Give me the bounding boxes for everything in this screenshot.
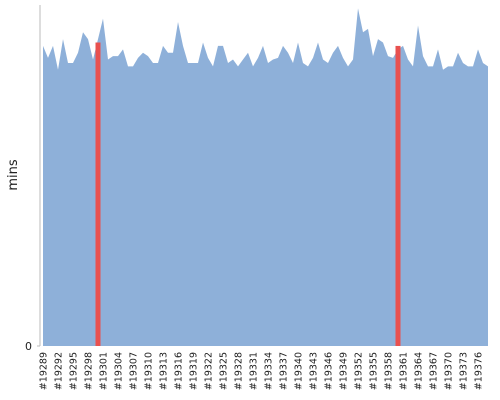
x-tick-label: #19352 (354, 352, 365, 390)
highlight-bar (395, 45, 401, 347)
x-tick-label: #19373 (459, 352, 470, 390)
x-tick-label: #19346 (324, 352, 335, 390)
x-tick-label: #19310 (144, 352, 155, 390)
x-tick-label: #19319 (189, 352, 200, 390)
x-tick-label: #19307 (129, 352, 140, 390)
x-tick-label: #19328 (234, 352, 245, 390)
highlight-bar (95, 42, 101, 346)
x-tick-label: #19325 (219, 352, 230, 390)
y-axis-label: mins (6, 159, 21, 191)
x-tick-label: #19322 (204, 352, 215, 390)
x-tick-label: #19298 (84, 352, 95, 390)
x-tick-label: #19301 (99, 352, 110, 390)
x-tick-label: #19337 (279, 352, 290, 390)
x-tick-label: #19334 (264, 352, 275, 390)
x-tick-label: #19367 (429, 352, 440, 390)
x-tick-label: #19292 (54, 352, 65, 390)
x-tick-label: #19376 (474, 352, 485, 390)
x-tick-label: #19370 (444, 352, 455, 390)
x-tick-label: #19343 (309, 352, 320, 390)
x-tick-label: #19331 (249, 352, 260, 390)
x-tick-label: #19289 (39, 352, 50, 390)
area (43, 8, 488, 346)
x-tick-label: #19340 (294, 352, 305, 390)
x-tick-label: #19364 (414, 352, 425, 390)
x-tick-label: #19304 (114, 352, 125, 390)
x-tick-label: #19313 (159, 352, 170, 390)
x-tick-label: #19355 (369, 352, 380, 390)
y-tick-label: 0 (25, 340, 32, 353)
x-tick-label: #19361 (399, 352, 410, 390)
x-tick-label: #19358 (384, 352, 395, 390)
x-tick-label: #19316 (174, 352, 185, 390)
x-tick-label: #19295 (69, 352, 80, 390)
x-tick-label: #19349 (339, 352, 350, 390)
